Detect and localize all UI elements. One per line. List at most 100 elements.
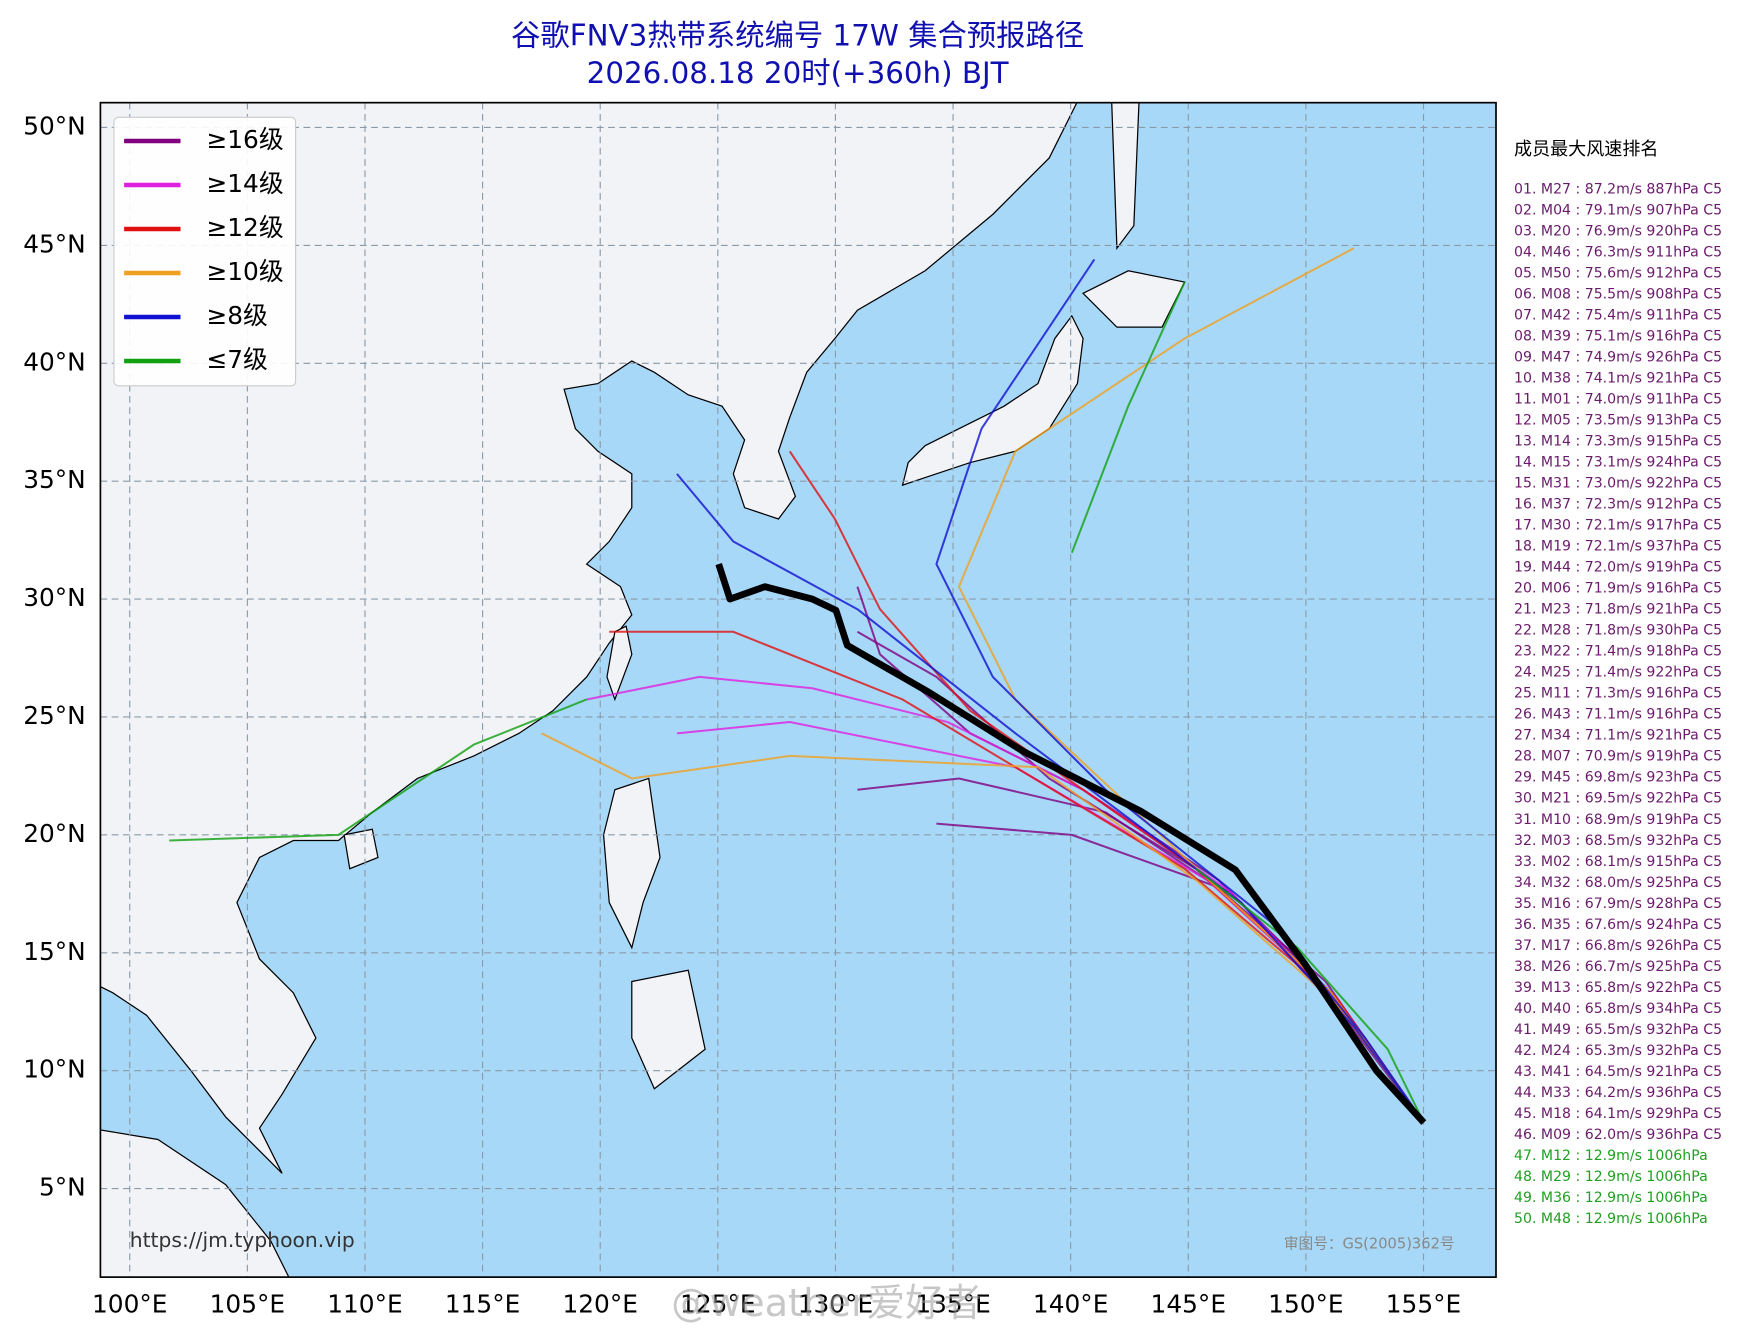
approval-number: 审图号：GS(2005)362号	[1284, 1235, 1455, 1252]
ranking-entry: 05. M50 : 75.6m/s 912hPa C5	[1514, 266, 1722, 282]
lat-tick-label: 30°N	[23, 583, 86, 612]
ranking-entry: 25. M11 : 71.3m/s 916hPa C5	[1514, 686, 1722, 702]
ranking-entry: 46. M09 : 62.0m/s 936hPa C5	[1514, 1127, 1722, 1143]
ranking-entry: 04. M46 : 76.3m/s 911hPa C5	[1514, 245, 1722, 261]
ranking-entry: 03. M20 : 76.9m/s 920hPa C5	[1514, 224, 1722, 240]
lon-tick-label: 115°E	[445, 1289, 520, 1318]
ranking-entry: 41. M49 : 65.5m/s 932hPa C5	[1514, 1022, 1722, 1038]
lat-tick-label: 50°N	[23, 111, 86, 140]
mainland	[100, 102, 1078, 1174]
lon-tick-label: 100°E	[92, 1289, 167, 1318]
ranking-entry: 02. M04 : 79.1m/s 907hPa C5	[1514, 203, 1722, 219]
ranking-entry: 08. M39 : 75.1m/s 916hPa C5	[1514, 329, 1722, 345]
ranking-entry: 30. M21 : 69.5m/s 922hPa C5	[1514, 791, 1722, 807]
title: 谷歌FNV3热带系统编号 17W 集合预报路径	[511, 19, 1084, 53]
ranking-entry: 38. M26 : 66.7m/s 925hPa C5	[1514, 959, 1722, 975]
legend-label: ≥12级	[206, 213, 283, 242]
lon-tick-label: 110°E	[327, 1289, 402, 1318]
ranking-title: 成员最大风速排名	[1514, 139, 1658, 160]
ranking-entry: 35. M16 : 67.9m/s 928hPa C5	[1514, 896, 1722, 912]
watermark: @weather爱好者	[671, 1281, 982, 1326]
lon-tick-label: 105°E	[210, 1289, 285, 1318]
ranking: 成员最大风速排名 01. M27 : 87.2m/s 887hPa C5 02. …	[1514, 139, 1722, 1227]
track	[676, 473, 1425, 1124]
lat-tick-label: 10°N	[23, 1055, 86, 1084]
ranking-entry: 20. M06 : 71.9m/s 916hPa C5	[1514, 581, 1722, 597]
ranking-entry: 09. M47 : 74.9m/s 926hPa C5	[1514, 350, 1722, 366]
lon-tick-label: 120°E	[562, 1289, 637, 1318]
legend-label: ≥8级	[206, 301, 267, 330]
lon-tick-label: 140°E	[1033, 1289, 1108, 1318]
ranking-entry: 49. M36 : 12.9m/s 1006hPa	[1514, 1190, 1708, 1206]
legend-box	[113, 116, 297, 387]
lon-tick-label: 150°E	[1268, 1289, 1343, 1318]
ranking-entry: 48. M29 : 12.9m/s 1006hPa	[1514, 1169, 1708, 1185]
lon-tick-label: 145°E	[1151, 1289, 1226, 1318]
mindanao	[631, 969, 706, 1090]
ranking-entry: 32. M03 : 68.5m/s 932hPa C5	[1514, 833, 1722, 849]
lon-tick-label: 125°E	[680, 1289, 755, 1318]
mean-track	[715, 563, 1427, 1125]
track	[609, 630, 1425, 1124]
ranking-entry: 16. M37 : 72.3m/s 912hPa C5	[1514, 497, 1722, 513]
lat-tick-label: 5°N	[39, 1173, 86, 1202]
ranking-entry: 14. M15 : 73.1m/s 924hPa C5	[1514, 455, 1722, 471]
legend-label: ≥10级	[206, 257, 283, 286]
track	[1070, 281, 1186, 554]
lat-tick-label: 25°N	[23, 701, 86, 730]
source-url: https://jm.typhoon.vip	[130, 1228, 355, 1252]
track	[169, 698, 588, 842]
lat-tick-label: 35°N	[23, 465, 86, 494]
ranking-entry: 19. M44 : 72.0m/s 919hPa C5	[1514, 560, 1722, 576]
ranking-entry: 50. M48 : 12.9m/s 1006hPa	[1514, 1211, 1708, 1227]
ranking-entry: 44. M33 : 64.2m/s 936hPa C5	[1514, 1085, 1722, 1101]
borneo	[100, 1129, 290, 1278]
ranking-entry: 29. M45 : 69.8m/s 923hPa C5	[1514, 770, 1722, 786]
sakhalin	[1111, 102, 1140, 250]
map-area: https://jm.typhoon.vip 审图号：GS(2005)362号	[100, 102, 1496, 1278]
ranking-entry: 01. M27 : 87.2m/s 887hPa C5	[1514, 182, 1722, 198]
ranking-entry: 17. M30 : 72.1m/s 917hPa C5	[1514, 518, 1722, 534]
ranking-entry: 23. M22 : 71.4m/s 918hPa C5	[1514, 644, 1722, 660]
axis-labels: 100°E 105°E 110°E 115°E 120°E 125°E 130°E 135°E…	[23, 111, 1461, 1318]
track	[935, 258, 1425, 1124]
lon-tick-label: 130°E	[798, 1289, 873, 1318]
ranking-entry: 36. M35 : 67.6m/s 924hPa C5	[1514, 917, 1722, 933]
ranking-entry: 45. M18 : 64.1m/s 929hPa C5	[1514, 1106, 1722, 1122]
legend-label: ≥14级	[206, 169, 283, 198]
honshu	[901, 314, 1084, 487]
ranking-entry: 39. M13 : 65.8m/s 922hPa C5	[1514, 980, 1722, 996]
hainan	[343, 828, 379, 870]
ranking-entry: 18. M19 : 72.1m/s 937hPa C5	[1514, 539, 1722, 555]
ranking-entry: 10. M38 : 74.1m/s 921hPa C5	[1514, 371, 1722, 387]
ranking-entry: 47. M12 : 12.9m/s 1006hPa	[1514, 1148, 1708, 1164]
ranking-entry: 33. M02 : 68.1m/s 915hPa C5	[1514, 854, 1722, 870]
subtitle: 2026.08.18 20时(+360h) BJT	[587, 56, 1009, 90]
ranking-entry: 11. M01 : 74.0m/s 911hPa C5	[1514, 392, 1722, 408]
lat-tick-label: 45°N	[23, 229, 86, 258]
lat-tick-label: 20°N	[23, 819, 86, 848]
ranking-entry: 31. M10 : 68.9m/s 919hPa C5	[1514, 812, 1722, 828]
legend-label: ≤7级	[206, 345, 267, 374]
ranking-entry: 07. M42 : 75.4m/s 911hPa C5	[1514, 308, 1722, 324]
lon-tick-label: 155°E	[1386, 1289, 1461, 1318]
ranking-entry: 06. M08 : 75.5m/s 908hPa C5	[1514, 287, 1722, 303]
ensemble-tracks	[169, 247, 1427, 1125]
lon-tick-label: 135°E	[915, 1289, 990, 1318]
ranking-entry: 24. M25 : 71.4m/s 922hPa C5	[1514, 665, 1722, 681]
ranking-entry: 28. M07 : 70.9m/s 919hPa C5	[1514, 749, 1722, 765]
lat-tick-label: 40°N	[23, 347, 86, 376]
ranking-entry: 13. M14 : 73.3m/s 915hPa C5	[1514, 434, 1722, 450]
ranking-entry: 12. M05 : 73.5m/s 913hPa C5	[1514, 413, 1722, 429]
ranking-entry: 27. M34 : 71.1m/s 921hPa C5	[1514, 728, 1722, 744]
ranking-entry: 15. M31 : 73.0m/s 922hPa C5	[1514, 476, 1722, 492]
ranking-entry: 21. M23 : 71.8m/s 921hPa C5	[1514, 602, 1722, 618]
legend: ≥16级 ≥14级 ≥12级 ≥10级 ≥8级 ≤7级	[113, 116, 297, 387]
ranking-entry: 34. M32 : 68.0m/s 925hPa C5	[1514, 875, 1722, 891]
track	[1195, 867, 1425, 1124]
ranking-entry: 37. M17 : 66.8m/s 926hPa C5	[1514, 938, 1722, 954]
track	[857, 777, 1425, 1124]
lat-tick-label: 15°N	[23, 937, 86, 966]
ranking-entry: 43. M41 : 64.5m/s 921hPa C5	[1514, 1064, 1722, 1080]
